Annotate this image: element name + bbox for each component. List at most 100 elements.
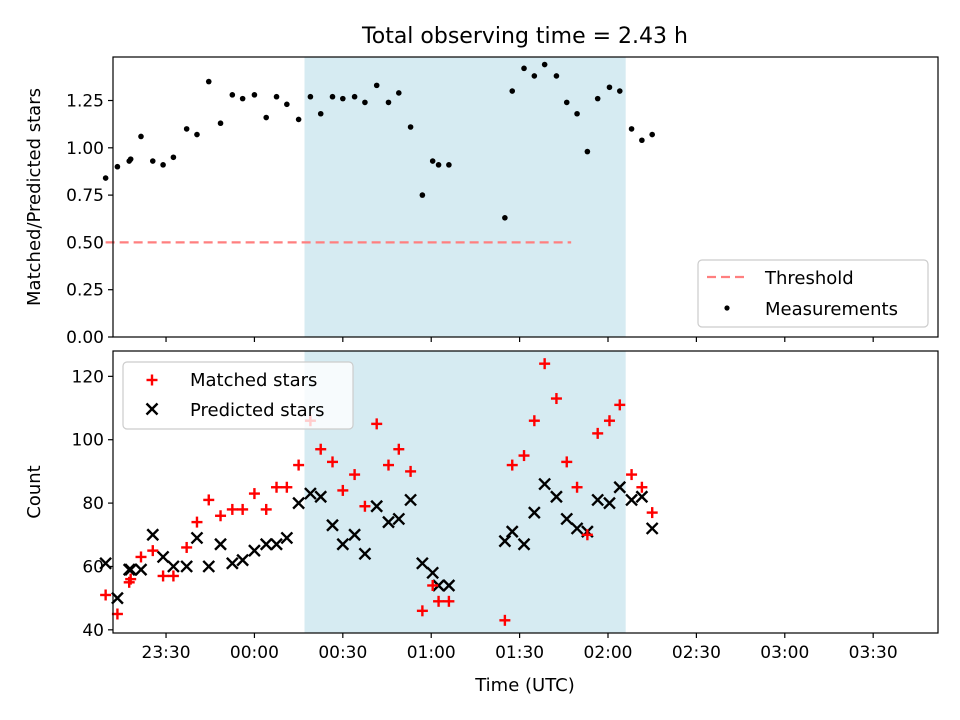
predicted-star-marker-b — [99, 556, 112, 570]
bottom-legend-box — [122, 361, 354, 430]
measurement-point — [160, 162, 166, 168]
predicted-star-marker-b — [392, 512, 406, 526]
predicted-star-marker — [603, 496, 616, 510]
matched-star-marker — [260, 503, 272, 515]
legend-measurements-label: Measurements — [765, 299, 898, 320]
predicted-star-marker — [550, 490, 563, 504]
measurement-point — [205, 78, 212, 85]
matched-star-marker — [226, 503, 238, 515]
predicted-star-marker — [613, 480, 627, 494]
x-tick-label: 02:00 — [584, 643, 633, 663]
matched-star-markers — [100, 358, 658, 626]
predicted-star-marker-b — [517, 537, 531, 551]
matched-star-marker — [518, 450, 530, 462]
measurement-point — [541, 61, 548, 68]
predicted-star-marker — [99, 556, 112, 570]
predicted-star-marker-b — [225, 556, 239, 570]
bottom-panel: 40 60 80 100 120 23:30 00:00 00:30 01:00 01:30 02… — [24, 350, 939, 696]
top-y-tick-label: 1.25 — [66, 92, 104, 112]
matched-star-marker — [506, 459, 518, 471]
measurement-point — [329, 93, 336, 100]
measurement-point — [407, 124, 414, 130]
bottom-plot-frame — [112, 350, 939, 634]
matched-star-marker — [191, 516, 203, 528]
predicted-star-marker-b — [124, 563, 138, 576]
top-shaded-region — [304, 57, 626, 337]
measurement-point — [419, 192, 426, 198]
measurement-point — [521, 65, 527, 72]
matched-star-marker — [181, 541, 193, 553]
predicted-star-marker — [326, 518, 339, 532]
predicted-star-marker-b — [382, 515, 395, 529]
legend-matched-marker — [146, 374, 158, 386]
measurement-point — [628, 126, 635, 132]
top-panel: 0.00 0.25 0.50 0.75 1.00 1.25 Matched/Predict… — [24, 56, 939, 348]
predicted-star-marker-b — [280, 531, 294, 545]
matched-star-marker — [237, 503, 249, 515]
predicted-star-marker — [426, 566, 440, 580]
predicted-star-marker-b — [292, 496, 305, 510]
measurement-point — [217, 120, 224, 127]
predicted-star-marker-b — [336, 537, 350, 551]
predicted-star-marker — [625, 493, 638, 507]
measurement-point — [649, 131, 655, 138]
predicted-star-marker-b — [358, 547, 372, 561]
predicted-star-marker-b — [603, 496, 616, 510]
predicted-star-marker — [248, 544, 261, 557]
predicted-star-marker — [404, 493, 417, 507]
measurement-point — [183, 126, 190, 132]
chart-title: Total observing time = 2.43 h — [361, 24, 688, 49]
predicted-star-marker-b — [156, 550, 170, 564]
x-tick-label: 23:30 — [142, 643, 191, 663]
legend-matched-label: Matched stars — [190, 370, 317, 391]
matched-star-marker — [271, 481, 283, 493]
legend-threshold-label: Threshold — [764, 268, 854, 289]
top-plot-frame — [112, 56, 939, 338]
predicted-star-marker-b — [314, 490, 328, 504]
measurement-point — [351, 93, 358, 100]
matched-star-marker — [315, 443, 327, 455]
predicted-star-marker — [527, 506, 541, 519]
predicted-star-marker — [236, 553, 249, 567]
predicted-star-marker — [156, 550, 170, 564]
predicted-star-marker-b — [404, 493, 417, 507]
measurement-points — [102, 61, 655, 221]
measurement-point — [594, 95, 601, 102]
measurement-point — [307, 93, 314, 100]
predicted-star-marker-b — [326, 518, 339, 532]
measurement-point — [616, 88, 623, 94]
predicted-star-marker — [225, 556, 239, 570]
measurement-point — [574, 110, 580, 117]
measurement-point — [639, 137, 645, 144]
measurement-point — [284, 101, 290, 108]
x-tick-label: 02:30 — [672, 643, 721, 663]
predicted-star-marker — [416, 556, 429, 570]
x-tick-label: 00:30 — [318, 643, 367, 663]
matched-star-marker — [416, 605, 428, 617]
matched-star-marker — [215, 510, 227, 522]
measurement-point — [194, 131, 200, 138]
predicted-star-marker — [124, 563, 138, 576]
predicted-star-marker-b — [432, 579, 445, 592]
predicted-star-marker — [382, 515, 395, 529]
predicted-star-marker — [432, 579, 445, 592]
predicted-star-marker — [505, 525, 519, 538]
matched-star-marker — [427, 579, 439, 591]
matched-star-marker — [135, 551, 147, 563]
matched-star-marker — [499, 614, 511, 626]
matched-star-marker — [581, 529, 593, 541]
matched-star-marker — [281, 481, 293, 493]
predicted-star-marker-b — [370, 499, 384, 513]
predicted-star-marker-b — [550, 490, 563, 504]
legend-predicted-label: Predicted stars — [190, 400, 324, 421]
predicted-star-marker — [202, 560, 216, 573]
predicted-star-marker — [498, 534, 512, 548]
predicted-star-marker-b — [248, 544, 261, 557]
bottom-legend: Matched stars Predicted stars — [122, 361, 354, 430]
predicted-star-marker-b — [442, 579, 456, 592]
predicted-star-marker-b — [146, 528, 160, 542]
matched-star-marker — [147, 545, 159, 557]
measurement-point — [263, 114, 270, 121]
predicted-star-marker — [292, 496, 305, 510]
predicted-star-marker-b — [538, 477, 552, 491]
